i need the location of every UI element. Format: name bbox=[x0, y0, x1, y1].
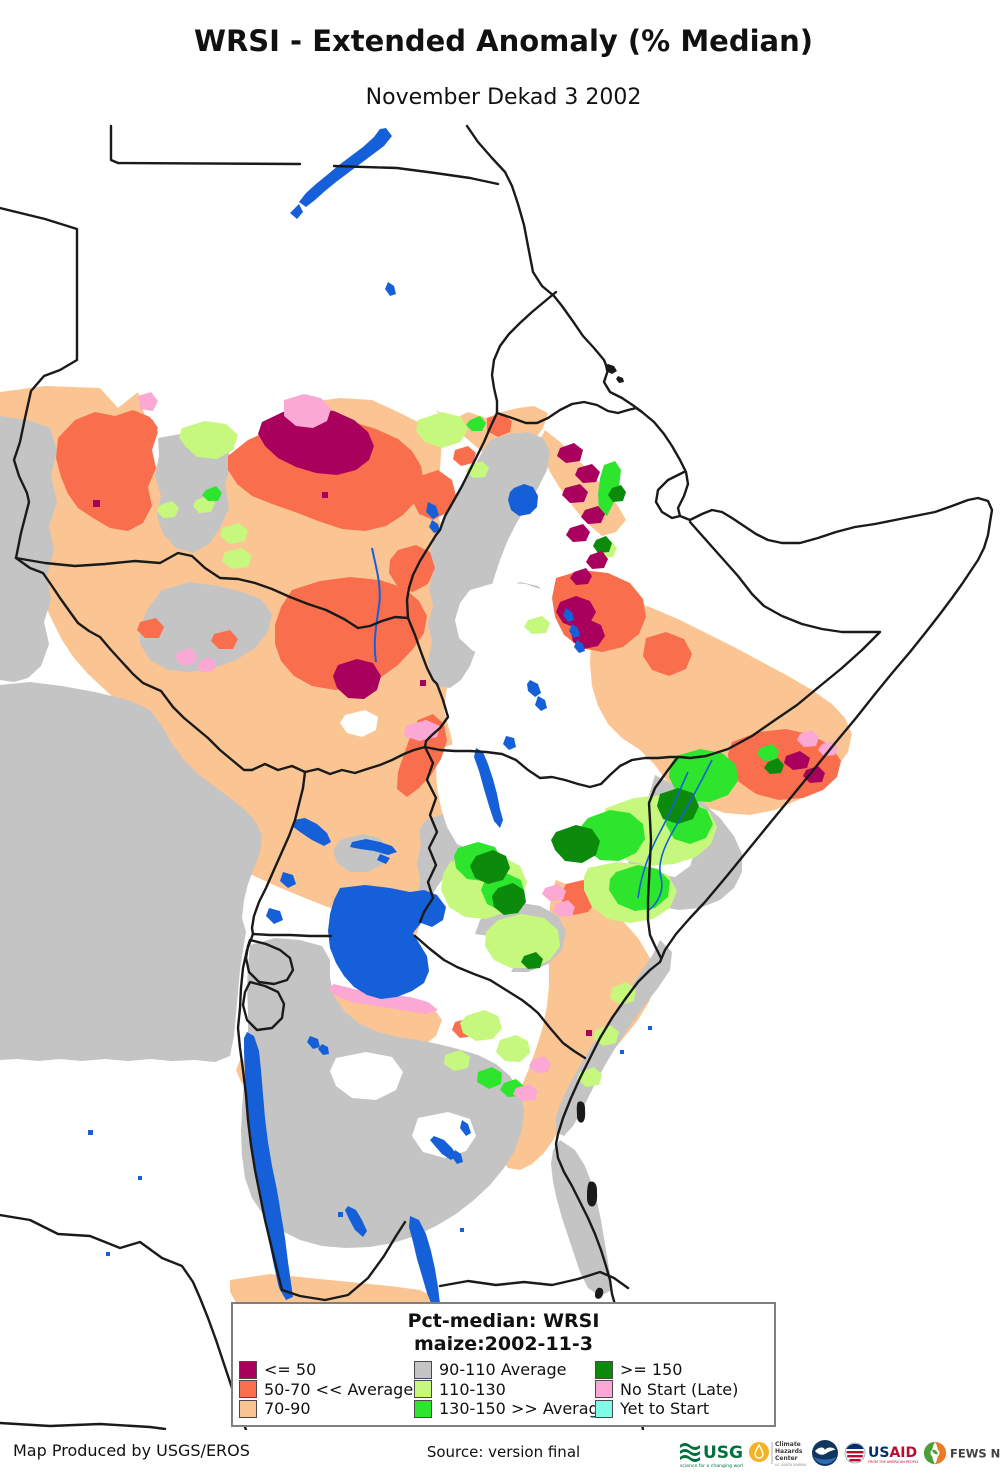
border-egypt-east bbox=[332, 164, 500, 186]
legend-swatch-ge150 bbox=[595, 1360, 613, 1379]
raster-layer-lt50 bbox=[93, 407, 825, 1036]
usaid-text-aid: AID bbox=[889, 1445, 917, 1461]
border-drc-zambia bbox=[0, 1213, 248, 1430]
border-tanzania-zambia bbox=[280, 1220, 407, 1302]
legend-label: 110-130 bbox=[439, 1379, 506, 1399]
legend-swatch-yet-to-start bbox=[595, 1399, 613, 1418]
legend-item-90-110: 90-110 Average bbox=[414, 1360, 595, 1380]
border-burundi bbox=[241, 980, 286, 1032]
chc-text-2: Hazards bbox=[775, 1448, 803, 1455]
border-kenya-somalia bbox=[646, 755, 680, 960]
border-djibouti bbox=[654, 470, 686, 520]
legend-label: 90-110 Average bbox=[439, 1360, 567, 1380]
coastline bbox=[465, 124, 994, 1430]
legend-item-130-150: 130-150 >> Average bbox=[414, 1399, 609, 1419]
border-sudan-ethiopia bbox=[405, 411, 499, 620]
legend-swatch-110-130 bbox=[414, 1380, 432, 1399]
legend-item-50-70: 50-70 << Average bbox=[239, 1380, 414, 1400]
legend-label: >= 150 bbox=[620, 1360, 683, 1380]
legend-swatch-130-150 bbox=[414, 1399, 432, 1418]
legend-swatch-no-start bbox=[595, 1380, 613, 1399]
page-subtitle: November Dekad 3 2002 bbox=[365, 85, 642, 110]
border-chad-sudan bbox=[0, 206, 79, 560]
border-egypt-west bbox=[109, 124, 302, 166]
usaid-tagline: FROM THE AMERICAN PEOPLE bbox=[868, 1460, 918, 1464]
legend-swatch-50-70 bbox=[239, 1380, 257, 1399]
border-sudan-ssudan bbox=[14, 551, 410, 630]
legend-label: 130-150 >> Average bbox=[439, 1399, 609, 1419]
usaid-logo: USAID FROM THE AMERICAN PEOPLE bbox=[844, 1442, 918, 1464]
legend-item-yet-to-start: Yet to Start bbox=[595, 1399, 773, 1419]
legend-label: 70-90 bbox=[264, 1399, 311, 1419]
border-ethiopia-somalia bbox=[678, 520, 882, 760]
legend-label: No Start (Late) bbox=[620, 1379, 739, 1399]
legend-column-2: 90-110 Average 110-130 130-150 >> Averag… bbox=[414, 1360, 609, 1419]
footer: Map Produced by USGS/EROS Source: versio… bbox=[0, 1433, 1007, 1473]
raster-layer-ge150 bbox=[470, 485, 784, 969]
legend-swatch-90-110 bbox=[414, 1360, 432, 1379]
legend-item-lt50: <= 50 bbox=[239, 1360, 414, 1380]
map-legend: Pct-median: WRSI maize:2002-11-3 <= 50 5… bbox=[231, 1302, 776, 1427]
droplet-icon bbox=[754, 1443, 764, 1459]
logo-strip: USGS science for a changing world Climat… bbox=[679, 1435, 1001, 1471]
border-kenya-uganda bbox=[418, 745, 439, 924]
legend-label: 50-70 << Average bbox=[264, 1379, 414, 1399]
border-drc-tanganyika bbox=[236, 932, 284, 1292]
border-eritrea-ethiopia bbox=[495, 400, 644, 425]
legend-item-no-start: No Start (Late) bbox=[595, 1380, 773, 1400]
chc-text-1: Climate bbox=[775, 1441, 801, 1448]
legend-item-70-90: 70-90 bbox=[239, 1399, 414, 1419]
border-map-bottom-clip bbox=[0, 1421, 167, 1430]
usgs-logo: USGS science for a changing world bbox=[680, 1443, 743, 1469]
legend-column-1: <= 50 50-70 << Average 70-90 bbox=[239, 1360, 414, 1419]
svg-text:USAID: USAID bbox=[868, 1445, 917, 1461]
legend-label: Yet to Start bbox=[620, 1399, 710, 1419]
legend-title-line1: Pct-median: WRSI bbox=[407, 1310, 600, 1332]
legend-title: Pct-median: WRSI maize:2002-11-3 bbox=[233, 1310, 774, 1356]
legend-item-110-130: 110-130 bbox=[414, 1380, 595, 1400]
border-kenya-tanzania bbox=[413, 934, 587, 1060]
usaid-text-us: US bbox=[868, 1445, 889, 1461]
border-uganda-tanzania bbox=[251, 932, 333, 938]
climate-hazards-center-logo: Climate Hazards Center UC SANTA BARBARA bbox=[749, 1441, 806, 1467]
country-borders bbox=[0, 124, 994, 1430]
border-eritrea-sudan bbox=[490, 290, 558, 415]
legend-title-line2: maize:2002-11-3 bbox=[414, 1333, 593, 1355]
chc-text-sub: UC SANTA BARBARA bbox=[775, 1463, 806, 1467]
lakes-and-rivers bbox=[88, 128, 713, 1308]
globe-icon-left bbox=[924, 1442, 935, 1464]
noaa-bird-icon bbox=[815, 1447, 836, 1455]
border-ssudan-drc-uganda bbox=[250, 745, 427, 776]
noaa-logo bbox=[812, 1440, 838, 1466]
border-tanzania-mozambique bbox=[438, 1270, 630, 1290]
border-car bbox=[14, 556, 254, 772]
border-kenya-ethiopia bbox=[423, 745, 682, 789]
produced-by-text: Map Produced by USGS/EROS bbox=[13, 1441, 250, 1460]
legend-label: <= 50 bbox=[264, 1360, 317, 1380]
chc-text-3: Center bbox=[775, 1455, 798, 1462]
globe-icon-right bbox=[935, 1442, 946, 1464]
legend-item-ge150: >= 150 bbox=[595, 1360, 773, 1380]
legend-items: <= 50 50-70 << Average 70-90 90-110 Aver… bbox=[233, 1360, 774, 1419]
fews-net-logo: FEWS NET bbox=[923, 1441, 1001, 1465]
source-text: Source: version final bbox=[426, 1443, 581, 1461]
islands bbox=[576, 364, 624, 1299]
legend-swatch-lt50 bbox=[239, 1360, 257, 1379]
border-uganda-west bbox=[250, 770, 307, 936]
usgs-logo-text: USGS bbox=[703, 1443, 743, 1463]
leaf-icon bbox=[932, 1449, 938, 1455]
legend-column-3: >= 150 No Start (Late) Yet to Start bbox=[595, 1360, 773, 1419]
legend-swatch-70-90 bbox=[239, 1399, 257, 1418]
usgs-logo-tagline: science for a changing world bbox=[680, 1463, 743, 1469]
page-title: WRSI - Extended Anomaly (% Median) bbox=[193, 24, 814, 58]
raster-layer-no-start bbox=[138, 392, 838, 1101]
fews-net-text: FEWS NET bbox=[950, 1447, 1001, 1461]
map-canvas bbox=[0, 124, 994, 1430]
border-ssudan-ethiopia bbox=[406, 616, 450, 749]
